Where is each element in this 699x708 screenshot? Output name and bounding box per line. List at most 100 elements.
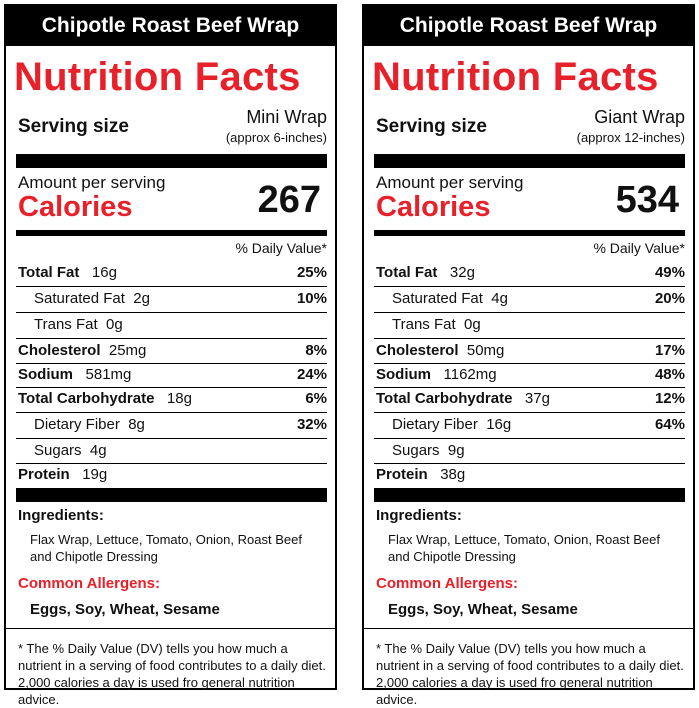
nutrient-row-protein: Protein 19g — [16, 463, 327, 487]
nutrient-name: Total Fat — [18, 264, 80, 281]
nutrient-amount: 9g — [447, 442, 465, 459]
nutrient-name: Dietary Fiber — [34, 416, 120, 433]
nutrient-row-sodium: Sodium 1162mg 48% — [374, 363, 685, 387]
ingredients-text: Flax Wrap, Lettuce, Tomato, Onion, Roast… — [30, 532, 302, 564]
nutrient-name: Cholesterol — [376, 342, 459, 359]
nutrition-facts-heading: Nutrition Facts — [372, 55, 659, 99]
nutrient-row-dietary-fiber: Dietary Fiber 16g 64% — [374, 413, 685, 437]
nutrient-row-saturated-fat: Saturated Fat 2g 10% — [16, 287, 327, 311]
serving-size-value: Mini Wrap — [246, 107, 327, 127]
nutrient-dv: 6% — [305, 390, 327, 407]
nutrient-dv: 49% — [654, 264, 685, 281]
divider-thin — [6, 628, 335, 629]
nutrient-row-total-fat: Total Fat 32g 49% — [374, 261, 685, 285]
nutrient-amount: 16g — [486, 416, 512, 433]
nutrient-amount: 0g — [105, 316, 123, 333]
nutrient-name: Cholesterol — [18, 342, 101, 359]
divider-thick — [16, 154, 327, 168]
nutrient-amount: 4g — [89, 442, 107, 459]
divider-thick — [374, 154, 685, 168]
nutrient-amount: 32g — [449, 264, 475, 281]
nutrition-label-giant: Chipotle Roast Beef Wrap Nutrition Facts… — [362, 4, 695, 707]
divider-thin — [374, 286, 685, 287]
nutrient-amount: 19g — [82, 466, 108, 483]
serving-size-label: Serving size — [18, 116, 129, 137]
nutrient-row-cholesterol: Cholesterol 25mg 8% — [16, 339, 327, 363]
amount-per-serving: Amount per serving — [18, 173, 166, 192]
serving-size-label: Serving size — [376, 116, 487, 137]
divider-thin — [374, 363, 685, 364]
calories-value: 267 — [257, 179, 321, 221]
nutrient-name: Protein — [376, 466, 428, 483]
nutrient-row-total-carbohydrate: Total Carbohydrate 18g 6% — [16, 387, 327, 411]
serving-size-note: (approx 6-inches) — [225, 130, 327, 145]
nutrient-dv: 20% — [654, 290, 685, 307]
nutrient-amount: 8g — [128, 416, 145, 433]
divider-thin — [374, 438, 685, 439]
divider-medium — [374, 230, 685, 236]
nutrient-name: Sugars — [392, 442, 440, 459]
nutrient-name: Total Carbohydrate — [376, 390, 513, 407]
nutrient-dv: 17% — [654, 342, 685, 359]
divider-thin — [374, 338, 685, 339]
serving-size-note: (approx 12-inches) — [576, 130, 685, 145]
nutrient-dv: 25% — [296, 264, 327, 281]
divider-thin — [16, 412, 327, 413]
nutrition-label-mini: Chipotle Roast Beef Wrap Nutrition Facts… — [4, 4, 337, 707]
nutrient-row-protein: Protein 38g — [374, 463, 685, 487]
ingredients-heading: Ingredients: — [18, 507, 104, 524]
nutrient-row-dietary-fiber: Dietary Fiber 8g 32% — [16, 413, 327, 437]
divider-thin — [16, 363, 327, 364]
nutrient-row-trans-fat: Trans Fat 0g — [374, 313, 685, 337]
nutrient-dv: 8% — [305, 342, 327, 359]
divider-thick — [16, 488, 327, 502]
nutrition-facts-heading: Nutrition Facts — [14, 55, 301, 99]
divider-thin — [374, 387, 685, 388]
nutrient-name: Dietary Fiber — [392, 416, 478, 433]
nutrient-amount: 4g — [491, 290, 508, 307]
nutrient-row-total-fat: Total Fat 16g 25% — [16, 261, 327, 285]
nutrient-name: Total Fat — [376, 264, 438, 281]
daily-value-header: % Daily Value* — [235, 240, 327, 256]
allergens-heading: Common Allergens: — [18, 575, 160, 592]
nutrient-amount: 50mg — [466, 342, 505, 359]
nutrient-dv: 64% — [654, 416, 685, 433]
divider-thin — [374, 412, 685, 413]
divider-thick — [374, 488, 685, 502]
nutrient-amount: 37g — [524, 390, 550, 407]
nutrient-name: Sodium — [18, 366, 73, 383]
nutrient-amount: 38g — [440, 466, 466, 483]
nutrient-dv: 32% — [296, 416, 327, 433]
nutrient-row-sugars: Sugars 9g — [374, 439, 685, 463]
divider-thin — [16, 438, 327, 439]
nutrient-amount: 18g — [166, 390, 192, 407]
divider-thin — [16, 286, 327, 287]
nutrient-amount: 2g — [133, 290, 150, 307]
nutrient-dv: 48% — [654, 366, 685, 383]
nutrient-amount: 16g — [91, 264, 117, 281]
daily-value-header: % Daily Value* — [593, 240, 685, 256]
nutrient-name: Protein — [18, 466, 70, 483]
nutrient-row-cholesterol: Cholesterol 50mg 17% — [374, 339, 685, 363]
divider-medium — [16, 230, 327, 236]
nutrient-dv: 24% — [296, 366, 327, 383]
footnote: * The % Daily Value (DV) tells you how m… — [376, 641, 684, 707]
footnote: * The % Daily Value (DV) tells you how m… — [18, 641, 326, 707]
ingredients-text: Flax Wrap, Lettuce, Tomato, Onion, Roast… — [388, 532, 660, 564]
nutrient-dv: 10% — [296, 290, 327, 307]
nutrient-name: Trans Fat — [392, 316, 456, 333]
nutrient-row-sugars: Sugars 4g — [16, 439, 327, 463]
amount-per-serving: Amount per serving — [376, 173, 524, 192]
nutrient-row-sodium: Sodium 581mg 24% — [16, 363, 327, 387]
serving-size-value: Giant Wrap — [594, 107, 685, 127]
nutrient-name: Saturated Fat — [34, 290, 125, 307]
nutrient-amount: 0g — [463, 316, 481, 333]
allergens-text: Eggs, Soy, Wheat, Sesame — [388, 601, 578, 618]
calories-value: 534 — [615, 179, 679, 221]
nutrient-name: Sodium — [376, 366, 431, 383]
divider-thin — [364, 628, 693, 629]
divider-thin — [374, 463, 685, 464]
nutrient-name: Trans Fat — [34, 316, 98, 333]
divider-thin — [16, 387, 327, 388]
nutrient-name: Total Carbohydrate — [18, 390, 155, 407]
